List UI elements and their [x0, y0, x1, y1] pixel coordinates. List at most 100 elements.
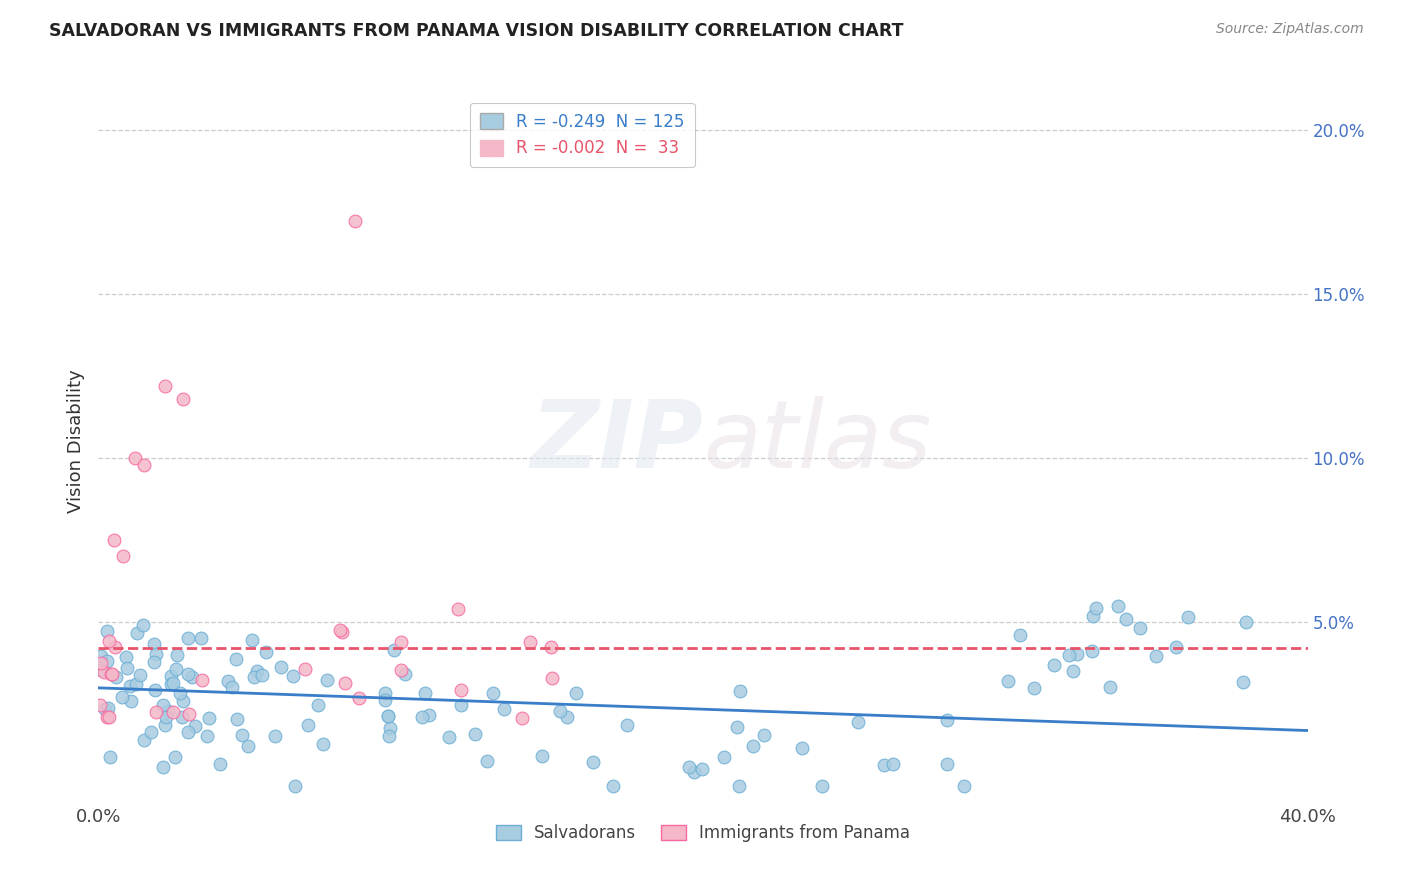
Point: [101, 667, 124, 681]
Point: [464, 726, 486, 740]
Point: [97, 710, 120, 724]
Point: [312, 737, 335, 751]
Point: [389, 635, 412, 649]
Point: [374, 686, 396, 700]
Point: [439, 730, 461, 744]
Text: Source: ZipAtlas.com: Source: ZipAtlas.com: [1216, 22, 1364, 37]
Point: [1081, 608, 1104, 623]
Text: ZIP: ZIP: [530, 395, 703, 488]
Point: [997, 674, 1019, 689]
Point: [1107, 599, 1129, 613]
Point: [155, 709, 177, 723]
Point: [450, 698, 472, 712]
Point: [181, 670, 204, 684]
Point: [177, 724, 200, 739]
Point: [145, 705, 167, 719]
Point: [231, 728, 253, 742]
Point: [226, 712, 249, 726]
Point: [246, 664, 269, 678]
Point: [1066, 647, 1088, 661]
Point: [519, 635, 541, 649]
Point: [1144, 648, 1167, 663]
Point: [225, 652, 247, 666]
Point: [1129, 621, 1152, 635]
Text: SALVADORAN VS IMMIGRANTS FROM PANAMA VISION DISABILITY CORRELATION CHART: SALVADORAN VS IMMIGRANTS FROM PANAMA VIS…: [49, 22, 904, 40]
Point: [93, 665, 115, 680]
Point: [143, 655, 166, 669]
Point: [162, 705, 184, 719]
Point: [163, 750, 186, 764]
Point: [344, 214, 367, 228]
Point: [254, 645, 277, 659]
Point: [377, 709, 399, 723]
Point: [111, 690, 134, 704]
Point: [713, 750, 735, 764]
Point: [1008, 628, 1031, 642]
Point: [378, 721, 401, 735]
Point: [683, 765, 706, 780]
Point: [728, 684, 751, 698]
Point: [120, 694, 142, 708]
Point: [98, 750, 121, 764]
Point: [389, 663, 412, 677]
Point: [1043, 657, 1066, 672]
Point: [94, 702, 117, 716]
Point: [162, 675, 184, 690]
Point: [117, 661, 139, 675]
Point: [145, 647, 167, 661]
Point: [333, 675, 356, 690]
Point: [236, 739, 259, 753]
Point: [510, 711, 533, 725]
Point: [1024, 681, 1046, 695]
Point: [952, 780, 974, 794]
Point: [111, 549, 134, 564]
Point: [742, 739, 765, 753]
Point: [172, 694, 194, 708]
Point: [96, 710, 118, 724]
Point: [198, 711, 221, 725]
Point: [315, 673, 337, 687]
Point: [90, 657, 112, 671]
Point: [1062, 664, 1084, 678]
Point: [475, 754, 498, 768]
Point: [1115, 612, 1137, 626]
Point: [243, 670, 266, 684]
Point: [725, 720, 748, 734]
Point: [172, 392, 194, 406]
Point: [450, 682, 472, 697]
Point: [153, 717, 176, 731]
Point: [1085, 601, 1108, 615]
Point: [157, 704, 180, 718]
Point: [90, 649, 112, 664]
Point: [177, 631, 200, 645]
Point: [1081, 644, 1104, 658]
Point: [125, 676, 148, 690]
Point: [678, 760, 700, 774]
Point: [100, 667, 122, 681]
Point: [160, 676, 183, 690]
Point: [1059, 648, 1081, 662]
Point: [1098, 681, 1121, 695]
Point: [294, 662, 316, 676]
Point: [132, 458, 155, 472]
Point: [329, 623, 352, 637]
Point: [270, 660, 292, 674]
Point: [160, 669, 183, 683]
Point: [284, 780, 307, 794]
Point: [728, 780, 751, 794]
Point: [132, 618, 155, 632]
Point: [152, 760, 174, 774]
Point: [139, 724, 162, 739]
Point: [195, 729, 218, 743]
Point: [347, 691, 370, 706]
Point: [143, 682, 166, 697]
Point: [394, 667, 416, 681]
Point: [811, 780, 834, 794]
Point: [413, 686, 436, 700]
Point: [447, 601, 470, 615]
Point: [177, 667, 200, 681]
Point: [935, 756, 957, 771]
Point: [98, 633, 121, 648]
Point: [792, 740, 814, 755]
Point: [377, 708, 399, 723]
